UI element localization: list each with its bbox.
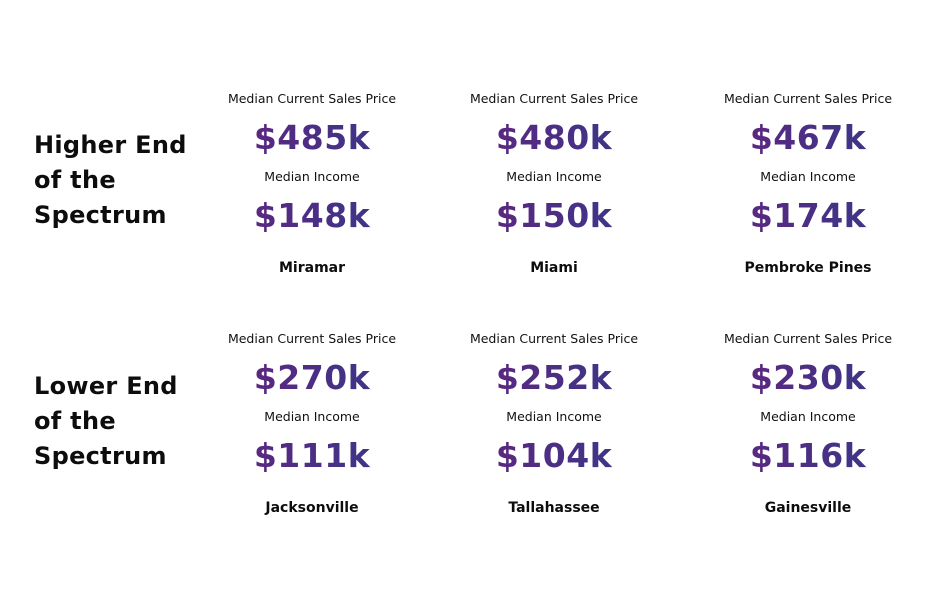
city-card-pembroke-pines: Median Current Sales Price $467k Median …: [688, 88, 928, 278]
price-label: Median Current Sales Price: [723, 91, 893, 106]
heading-line: Spectrum: [34, 201, 167, 229]
city-name: Tallahassee: [508, 500, 600, 516]
city-name: Jacksonville: [265, 500, 359, 516]
income-label: Median Income: [760, 169, 856, 184]
price-label: Median Current Sales Price: [469, 331, 639, 346]
price-value: $467k: [688, 110, 928, 166]
price-value: $230k: [688, 350, 928, 406]
income-label: Median Income: [506, 169, 602, 184]
city-name: Gainesville: [764, 500, 852, 516]
heading-line: Spectrum: [34, 442, 167, 470]
heading-line: of the: [34, 166, 116, 194]
income-value: $104k: [434, 428, 674, 484]
income-value: $111k: [192, 428, 432, 484]
higher-end-heading: Higher End of the Spectrum: [34, 128, 214, 233]
city-name: Miramar: [278, 260, 346, 276]
price-label: Median Current Sales Price: [469, 91, 639, 106]
city-card-gainesville: Median Current Sales Price $230k Median …: [688, 328, 928, 518]
income-value: $174k: [688, 188, 928, 244]
price-value: $270k: [192, 350, 432, 406]
income-value: $150k: [434, 188, 674, 244]
price-value: $480k: [434, 110, 674, 166]
heading-line: Lower End: [34, 372, 178, 400]
city-card-tallahassee: Median Current Sales Price $252k Median …: [434, 328, 674, 518]
heading-line: Higher End: [34, 131, 187, 159]
city-name: Miami: [530, 260, 578, 276]
price-value: $485k: [192, 110, 432, 166]
city-card-jacksonville: Median Current Sales Price $270k Median …: [192, 328, 432, 518]
income-value: $148k: [192, 188, 432, 244]
city-card-miami: Median Current Sales Price $480k Median …: [434, 88, 674, 278]
income-label: Median Income: [506, 409, 602, 424]
price-label: Median Current Sales Price: [723, 331, 893, 346]
city-card-miramar: Median Current Sales Price $485k Median …: [192, 88, 432, 278]
price-label: Median Current Sales Price: [227, 91, 397, 106]
income-label: Median Income: [760, 409, 856, 424]
city-name: Pembroke Pines: [744, 260, 872, 276]
heading-line: of the: [34, 407, 116, 435]
income-value: $116k: [688, 428, 928, 484]
lower-end-heading: Lower End of the Spectrum: [34, 369, 214, 474]
income-label: Median Income: [264, 169, 360, 184]
price-label: Median Current Sales Price: [227, 331, 397, 346]
price-value: $252k: [434, 350, 674, 406]
income-label: Median Income: [264, 409, 360, 424]
